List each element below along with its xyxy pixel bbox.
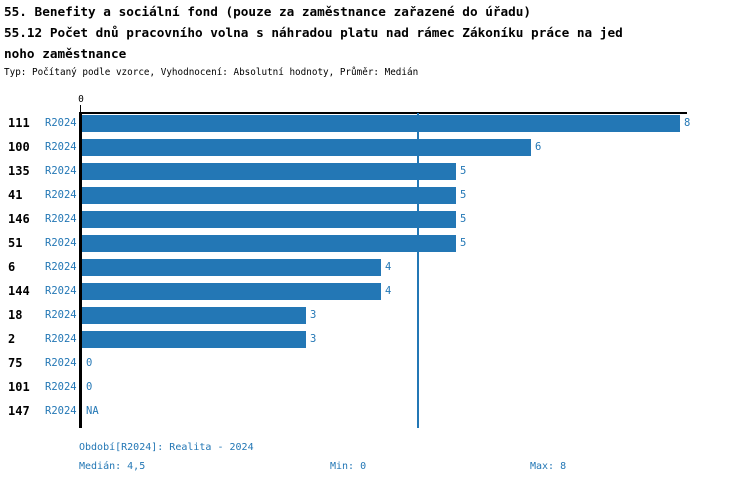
chart-row: 101 R2024 0 [0, 379, 750, 396]
chart-row: 147 R2024 NA [0, 403, 750, 420]
bar [82, 139, 531, 156]
bar-value-label: NA [86, 405, 99, 417]
row-category-label: 144 [8, 284, 30, 298]
row-series-label: R2024 [45, 213, 77, 225]
bar [82, 259, 381, 276]
chart-meta-line: Typ: Počítaný podle vzorce, Vyhodnocení:… [4, 67, 419, 78]
horizontal-bar-chart: 0 111 R2024 8 100 R2024 6 135 R2024 5 41 R2024 5 146… [0, 90, 750, 435]
chart-row: 144 R2024 4 [0, 283, 750, 300]
chart-row: 41 R2024 5 [0, 187, 750, 204]
bar [82, 115, 680, 132]
chart-indicator-title-line1: 55.12 Počet dnů pracovního volna s náhra… [4, 25, 623, 40]
row-category-label: 75 [8, 356, 23, 370]
chart-row: 2 R2024 3 [0, 331, 750, 348]
chart-indicator-title-line2: noho zaměstnance [4, 46, 127, 61]
row-series-label: R2024 [45, 165, 77, 177]
row-category-label: 6 [8, 260, 16, 274]
row-series-label: R2024 [45, 285, 77, 297]
bar-value-label: 3 [310, 309, 317, 321]
row-series-label: R2024 [45, 405, 77, 417]
row-series-label: R2024 [45, 381, 77, 393]
bar [82, 307, 306, 324]
bar-value-label: 5 [460, 213, 467, 225]
bar-value-label: 5 [460, 189, 467, 201]
row-category-label: 2 [8, 332, 16, 346]
row-series-label: R2024 [45, 357, 77, 369]
bar-value-label: 6 [535, 141, 542, 153]
footer-max-stat: Max: 8 [530, 461, 567, 472]
row-category-label: 147 [8, 404, 30, 418]
bar-value-label: 4 [385, 285, 392, 297]
bar-value-label: 8 [684, 117, 691, 129]
x-axis-line [80, 112, 687, 114]
bar-value-label: 4 [385, 261, 392, 273]
bar-value-label: 0 [86, 357, 93, 369]
footer-median-stat: Medián: 4,5 [79, 461, 146, 472]
row-category-label: 101 [8, 380, 30, 394]
bar-value-label: 5 [460, 165, 467, 177]
bar [82, 163, 456, 180]
chart-row: 6 R2024 4 [0, 259, 750, 276]
x-axis-tick-mark [80, 105, 81, 113]
row-category-label: 146 [8, 212, 30, 226]
row-series-label: R2024 [45, 141, 77, 153]
bar [82, 187, 456, 204]
footer-min-stat: Min: 0 [330, 461, 367, 472]
chart-section-title: 55. Benefity a sociální fond (pouze za z… [4, 4, 532, 19]
chart-row: 75 R2024 0 [0, 355, 750, 372]
row-category-label: 100 [8, 140, 30, 154]
chart-row: 111 R2024 8 [0, 115, 750, 132]
bar-value-label: 0 [86, 381, 93, 393]
row-series-label: R2024 [45, 261, 77, 273]
chart-row: 100 R2024 6 [0, 139, 750, 156]
bar [82, 211, 456, 228]
bar-value-label: 3 [310, 333, 317, 345]
chart-row: 146 R2024 5 [0, 211, 750, 228]
bar [82, 235, 456, 252]
chart-row: 18 R2024 3 [0, 307, 750, 324]
row-series-label: R2024 [45, 117, 77, 129]
row-category-label: 51 [8, 236, 23, 250]
median-reference-line [417, 113, 419, 428]
row-category-label: 135 [8, 164, 30, 178]
y-axis-line [79, 112, 82, 428]
row-series-label: R2024 [45, 189, 77, 201]
row-category-label: 18 [8, 308, 23, 322]
row-category-label: 111 [8, 116, 30, 130]
row-series-label: R2024 [45, 237, 77, 249]
bar [82, 283, 381, 300]
bar [82, 331, 306, 348]
row-category-label: 41 [8, 188, 23, 202]
chart-row: 51 R2024 5 [0, 235, 750, 252]
bar-value-label: 5 [460, 237, 467, 249]
x-axis-tick-label: 0 [78, 94, 84, 105]
chart-row: 135 R2024 5 [0, 163, 750, 180]
row-series-label: R2024 [45, 309, 77, 321]
footer-period-label: Období[R2024]: Realita - 2024 [79, 442, 254, 453]
row-series-label: R2024 [45, 333, 77, 345]
